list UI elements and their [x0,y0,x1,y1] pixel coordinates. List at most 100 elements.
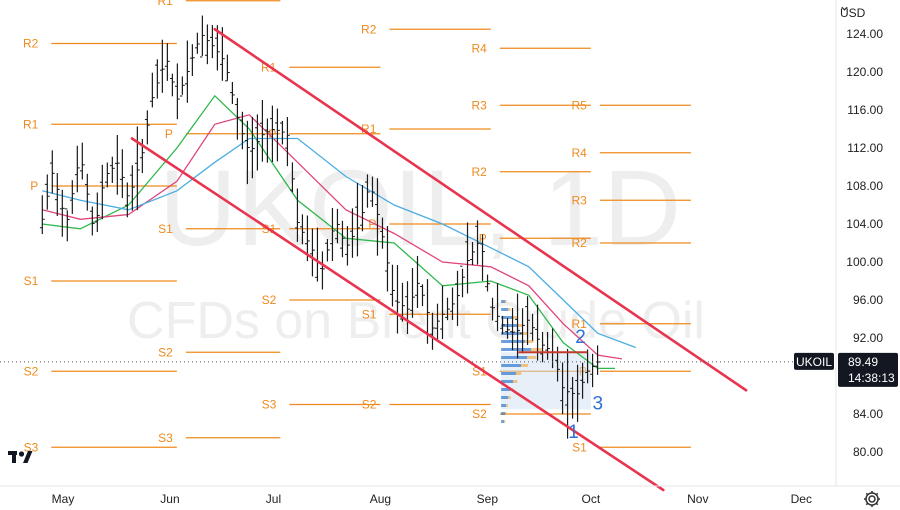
volume-profile-bar [505,300,507,303]
volume-profile-bar [501,324,518,327]
volume-profile-bar [501,340,526,343]
pivot-label: S2 [472,407,487,421]
volume-profile-bar [516,372,522,375]
volume-profile-bar [517,324,523,327]
volume-profile-bar [501,308,509,311]
price-bars [39,15,600,439]
watermark: UKOIL, 1D CFDs on Brent Crude Oil [127,147,705,350]
channel-lower-line [130,137,665,492]
pivot-label: P [165,127,173,141]
pivot-label: S2 [158,345,173,359]
currency-label: USD [840,6,866,20]
x-tick-label: Nov [687,492,708,506]
volume-profile-bar [501,404,507,407]
volume-profile-bar [501,380,514,383]
pivot-label: R2 [572,236,588,250]
volume-profile-bar [506,404,508,407]
moving-average-line [42,94,615,370]
x-tick-label: Aug [370,492,391,506]
volume-profile-bar [508,308,511,311]
volume-profile-bar [501,300,506,303]
pivot-label: S3 [158,431,173,445]
wave-label: 1 [568,422,579,443]
pivot-label: R1 [23,117,39,131]
y-tick-label: 120.00 [846,65,883,79]
volume-profile-bar [501,348,532,351]
price-tag-box [838,352,898,387]
wave-label: 2 [575,327,586,348]
x-axis[interactable]: May Jun Jul Aug Sep Oct Nov Dec [0,485,900,506]
symbol-tag-name: UKOIL [796,355,832,369]
pivot-label: R3 [572,193,588,207]
channel-upper-line [213,27,748,392]
x-tick-label: Jul [266,492,281,506]
pivot-label: S1 [24,274,39,288]
y-tick-label: 112.00 [847,141,883,155]
pivot-label: R5 [572,98,588,112]
volume-profile-bar [521,332,529,335]
price-tag-value: 89.49 [848,355,878,369]
volume-profile-bar [501,316,514,319]
volume-profile-bar [508,396,511,399]
pivot-label: S1 [472,364,487,378]
pivot-label: S1 [572,440,587,454]
volume-profile-bar [501,412,506,415]
x-tick-label: Sep [477,492,499,506]
y-tick-label: 104.00 [846,217,883,231]
pivot-label: S3 [24,440,39,454]
x-tick-label: Jun [160,492,179,506]
pivot-label: R1 [158,0,174,8]
y-tick-label: 124.00 [846,27,883,41]
pivot-label: P [368,217,376,231]
pivot-label: R4 [572,146,588,160]
pivot-label: R4 [471,41,487,55]
pivot-label: S2 [262,293,277,307]
y-tick-label: 108.00 [846,179,883,193]
y-tick-label: 80.00 [853,445,883,459]
price-tag-countdown: 14:38:13 [848,371,895,385]
pivot-label: P [30,179,38,193]
y-tick-label: 84.00 [853,407,883,421]
volume-profile-bar [525,340,534,343]
pivot-label: R2 [361,22,377,36]
y-tick-label: 116.00 [847,103,883,117]
gear-icon[interactable] [862,489,882,509]
pivot-label: S1 [158,222,173,236]
volume-profile-bar [501,372,517,375]
volume-profile-bar [501,364,522,367]
pivot-label: R2 [23,37,39,51]
symbol-tag-box [794,352,834,370]
tradingview-logo-icon[interactable] [8,446,34,468]
volume-profile-bar [504,420,506,423]
x-tick-label: Oct [582,492,601,506]
watermark-description: CFDs on Brent Crude Oil [127,292,705,350]
x-tick-label: May [52,492,75,506]
pivot-label: S2 [24,364,39,378]
volume-profile-bar [531,348,542,351]
wave-label: 3 [592,393,603,414]
volume-profile-bar [501,356,528,359]
pivot-label: S3 [262,398,277,412]
volume-profile-bar [501,332,522,335]
currency-selector[interactable]: USD [840,4,892,22]
y-tick-label: 92.00 [853,331,883,345]
pivot-label: R1 [572,317,588,331]
x-tick-label: Dec [791,492,812,506]
y-tick-label: 96.00 [853,293,883,307]
symbol-price-tag: UKOIL 89.49 14:38:13 [794,352,898,387]
moving-averages [42,94,636,370]
y-tick-label: 100.00 [846,255,883,269]
volume-profile-bar [521,364,529,367]
volume-profile-bar [513,380,518,383]
trend-channel[interactable] [130,27,748,492]
pivot-label: R3 [471,98,487,112]
volume-profile-bar [527,356,537,359]
volume-profile-bar [501,420,505,423]
volume-profile-bar [505,412,507,415]
volume-profile-bar [501,388,511,391]
y-axis[interactable]: 80.0084.0088.0092.0096.00100.00104.00108… [835,0,883,486]
moving-average-line [42,137,636,349]
pivot-label: R2 [471,165,487,179]
